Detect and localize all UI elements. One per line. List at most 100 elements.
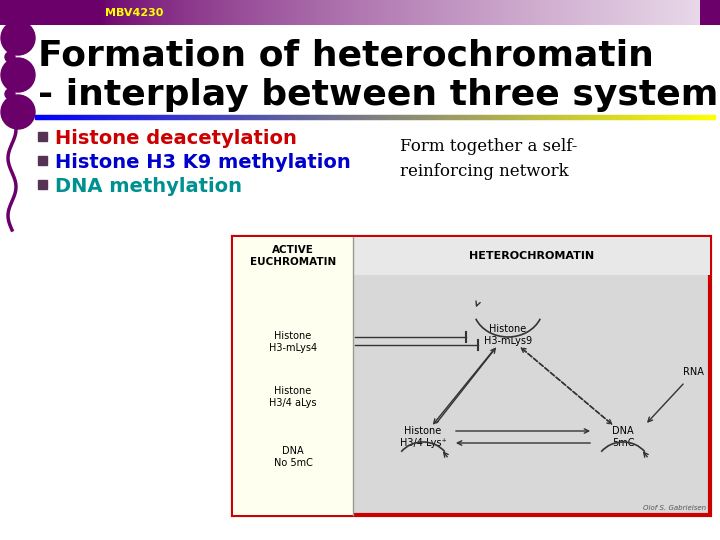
Bar bbox=[704, 115, 705, 119]
Bar bbox=[575, 115, 576, 119]
Bar bbox=[71, 115, 72, 119]
Bar bbox=[334, 115, 335, 119]
Bar bbox=[456, 0, 457, 25]
Bar bbox=[115, 0, 117, 25]
Bar bbox=[417, 115, 418, 119]
Bar bbox=[90, 115, 91, 119]
Bar bbox=[283, 115, 284, 119]
Bar bbox=[208, 115, 209, 119]
Bar bbox=[138, 115, 139, 119]
Bar bbox=[151, 0, 153, 25]
Bar bbox=[412, 115, 413, 119]
Bar bbox=[638, 115, 639, 119]
Bar bbox=[364, 115, 365, 119]
Bar bbox=[390, 115, 391, 119]
Bar bbox=[251, 0, 253, 25]
Bar bbox=[157, 0, 158, 25]
Bar bbox=[297, 0, 298, 25]
Bar bbox=[64, 115, 65, 119]
Bar bbox=[644, 115, 645, 119]
Bar bbox=[572, 0, 574, 25]
Bar bbox=[559, 115, 560, 119]
Bar bbox=[664, 115, 665, 119]
Bar bbox=[681, 115, 682, 119]
Text: MBV4230: MBV4230 bbox=[105, 8, 163, 18]
Bar bbox=[535, 0, 536, 25]
Bar bbox=[698, 115, 699, 119]
Bar bbox=[573, 115, 574, 119]
Bar bbox=[544, 115, 545, 119]
Bar bbox=[499, 0, 500, 25]
Bar bbox=[253, 115, 254, 119]
Bar bbox=[492, 115, 493, 119]
Bar bbox=[584, 115, 585, 119]
Bar bbox=[665, 0, 667, 25]
Bar bbox=[405, 0, 406, 25]
Bar bbox=[223, 0, 225, 25]
Bar bbox=[41, 115, 42, 119]
Bar bbox=[622, 0, 624, 25]
Bar bbox=[611, 115, 612, 119]
Bar bbox=[108, 115, 109, 119]
Bar bbox=[75, 115, 76, 119]
Bar bbox=[118, 115, 119, 119]
Bar bbox=[164, 0, 166, 25]
Bar bbox=[311, 115, 312, 119]
Bar bbox=[637, 0, 639, 25]
Bar bbox=[464, 0, 466, 25]
Bar bbox=[478, 0, 480, 25]
Bar bbox=[305, 115, 306, 119]
Bar bbox=[675, 0, 676, 25]
Bar bbox=[289, 115, 290, 119]
Bar bbox=[547, 0, 549, 25]
Bar bbox=[532, 0, 534, 25]
Bar bbox=[682, 0, 683, 25]
Bar bbox=[678, 115, 679, 119]
Bar bbox=[55, 115, 56, 119]
Bar bbox=[192, 0, 193, 25]
Bar bbox=[229, 0, 230, 25]
Bar bbox=[233, 0, 235, 25]
Bar bbox=[263, 115, 264, 119]
Bar bbox=[508, 0, 510, 25]
Bar bbox=[240, 0, 241, 25]
Bar bbox=[114, 115, 115, 119]
Bar bbox=[438, 0, 439, 25]
Bar bbox=[222, 115, 223, 119]
Bar bbox=[175, 115, 176, 119]
Bar bbox=[460, 0, 462, 25]
Bar bbox=[190, 115, 191, 119]
Bar bbox=[503, 115, 504, 119]
Bar bbox=[272, 115, 273, 119]
Bar bbox=[362, 115, 363, 119]
Text: Histone deacetylation: Histone deacetylation bbox=[55, 129, 297, 147]
Bar bbox=[396, 115, 397, 119]
Bar bbox=[307, 115, 308, 119]
Text: DNA
5mC: DNA 5mC bbox=[612, 426, 634, 448]
Bar bbox=[410, 115, 411, 119]
Bar bbox=[544, 0, 546, 25]
Bar bbox=[688, 0, 690, 25]
Bar bbox=[481, 0, 482, 25]
Bar bbox=[557, 115, 558, 119]
Bar bbox=[487, 0, 489, 25]
Bar bbox=[178, 0, 179, 25]
Bar bbox=[211, 0, 212, 25]
Bar bbox=[205, 115, 206, 119]
Bar bbox=[415, 0, 417, 25]
Bar bbox=[208, 0, 210, 25]
Bar bbox=[626, 0, 628, 25]
Bar bbox=[222, 0, 223, 25]
Bar bbox=[387, 0, 388, 25]
Text: - interplay between three systems: - interplay between three systems bbox=[38, 78, 720, 112]
Bar bbox=[280, 0, 282, 25]
Bar bbox=[593, 0, 595, 25]
Bar bbox=[269, 0, 271, 25]
Bar bbox=[466, 115, 467, 119]
Bar bbox=[356, 115, 357, 119]
Bar bbox=[183, 115, 184, 119]
Bar bbox=[315, 0, 316, 25]
Bar bbox=[450, 115, 451, 119]
Bar bbox=[632, 0, 634, 25]
Bar bbox=[269, 115, 270, 119]
